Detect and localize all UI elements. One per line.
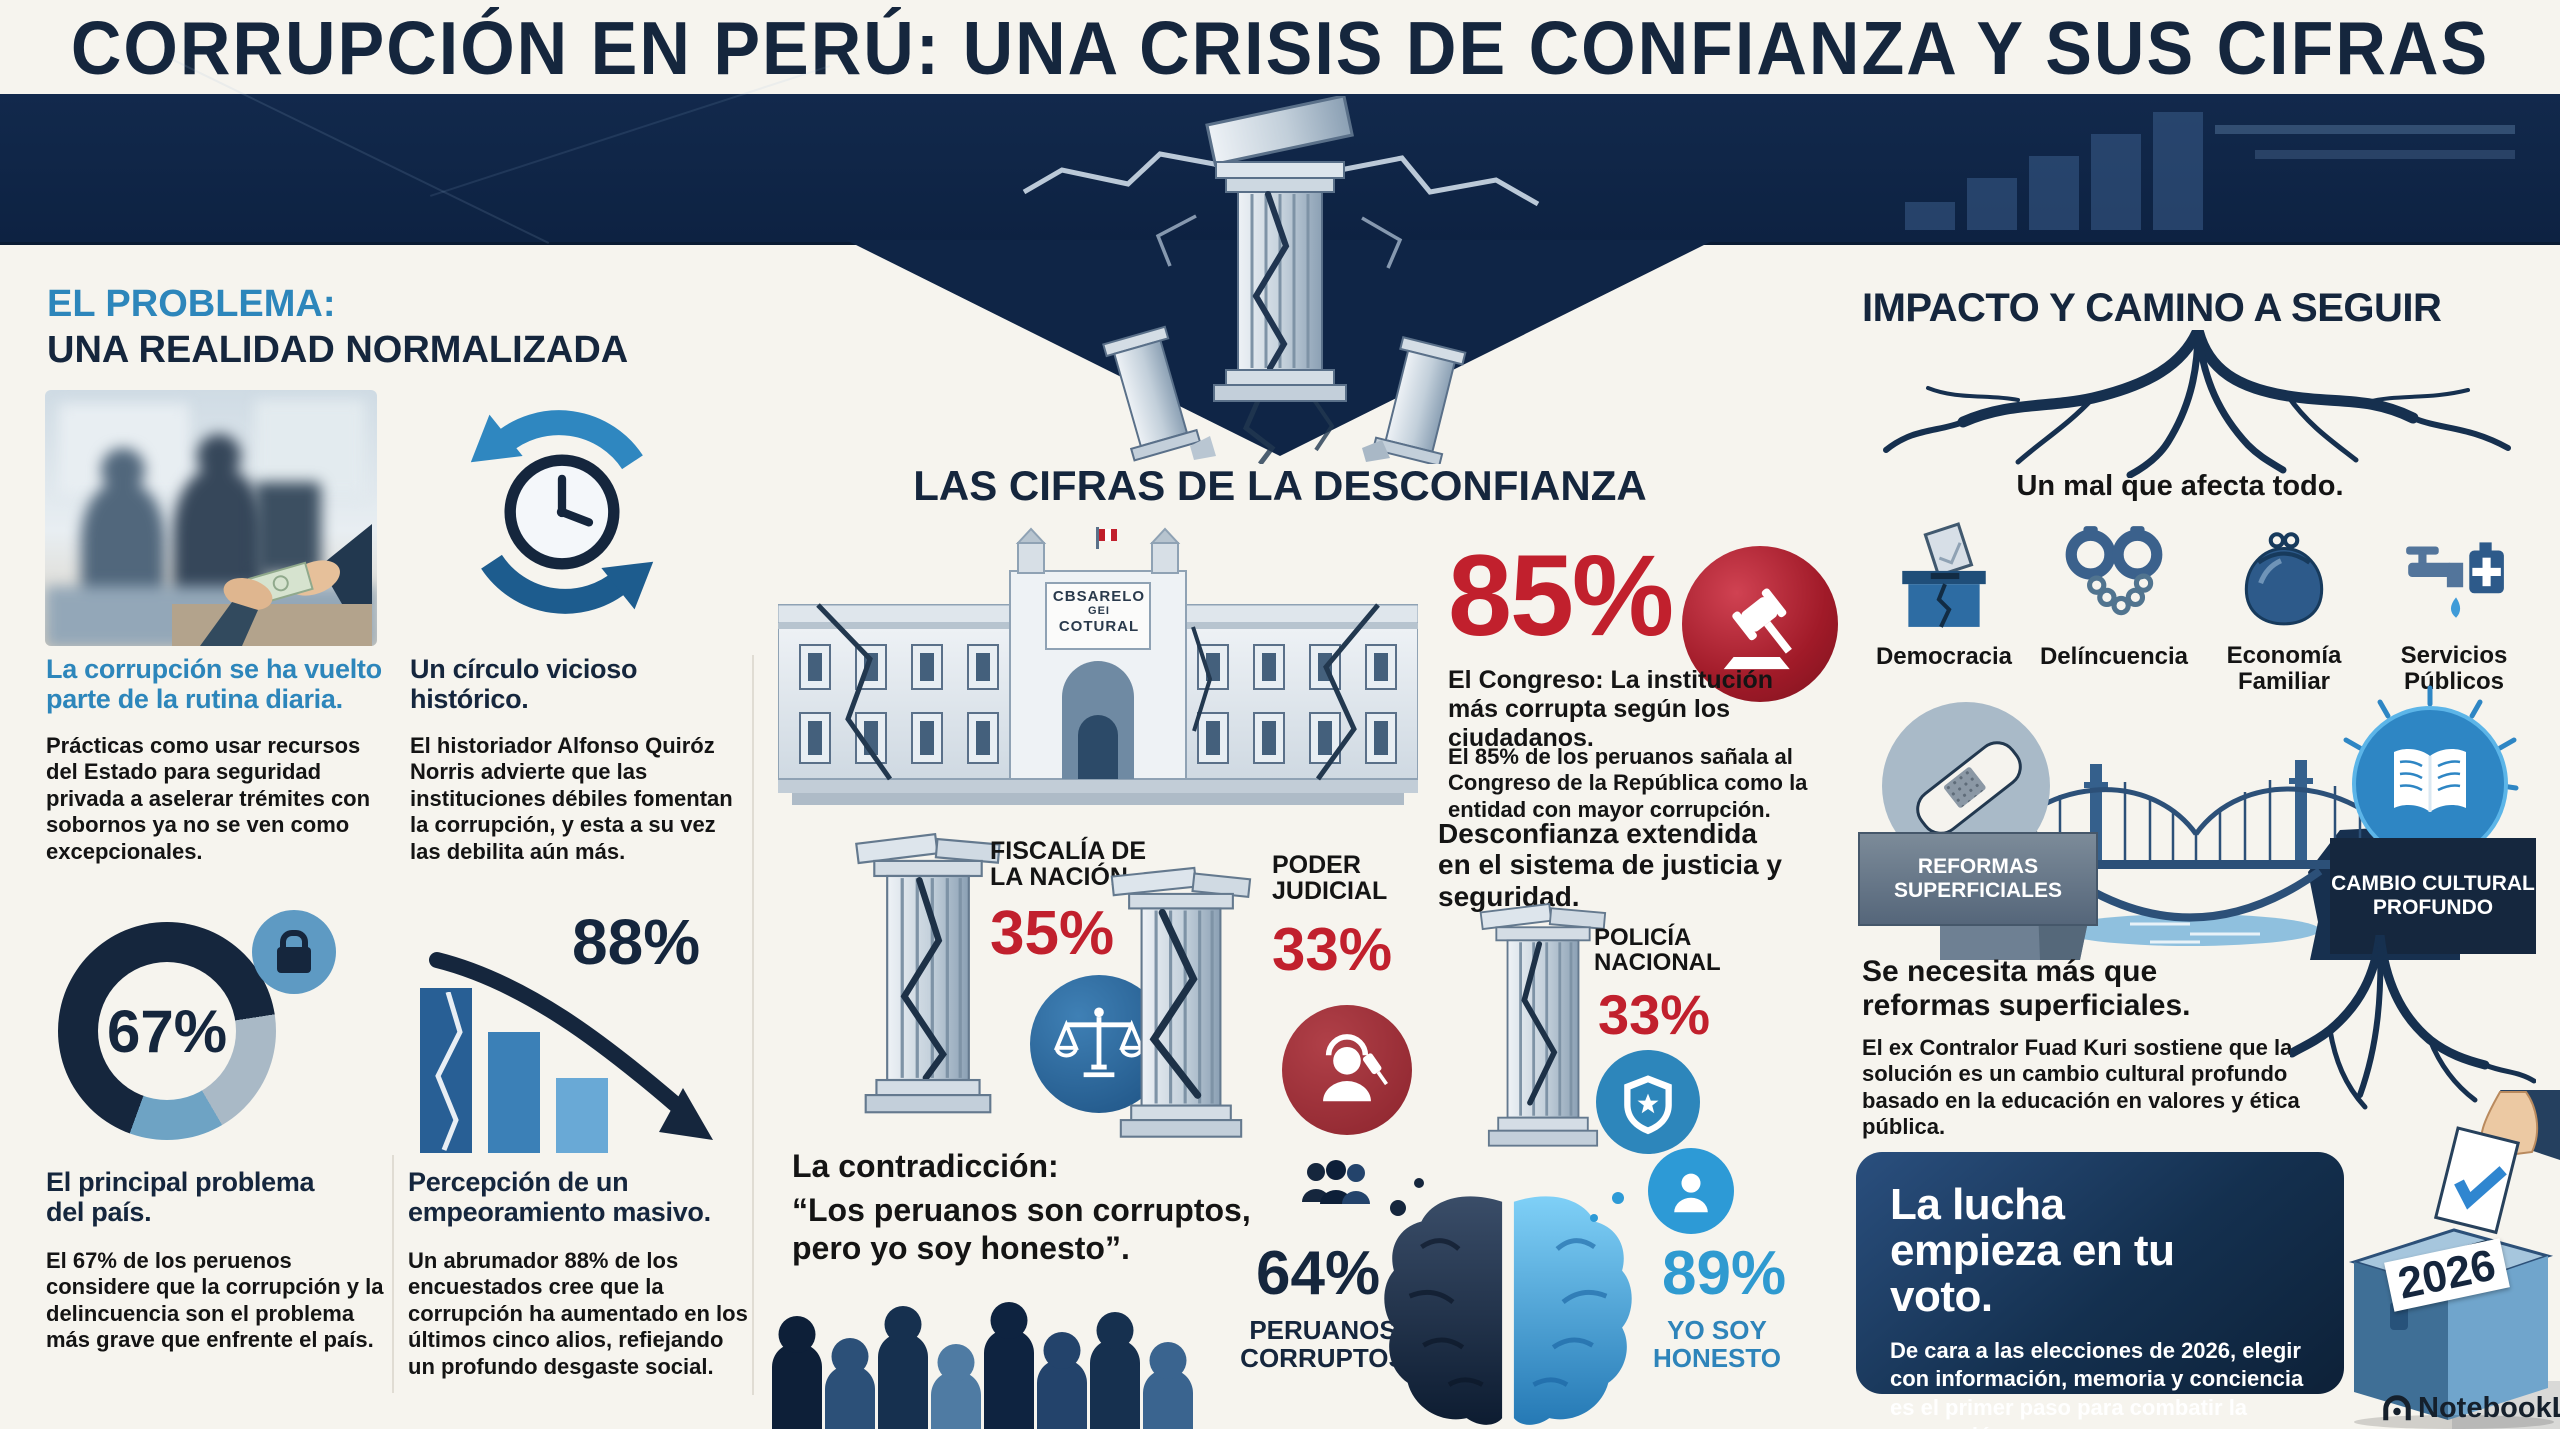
main-problem-body: El 67% de los peruenos considere que la … [46,1248,384,1353]
dark-group-icon [1302,1160,1370,1204]
routine-body: Prácticas como usar recursos del Estado … [46,733,371,864]
institution-value-policia: 33% [1598,983,1711,1046]
bar-1 [420,988,472,1153]
cracked-column-illustration [855,833,1001,1114]
page-title: CORRUPCIÓN EN PERÚ: UNA CRISIS DE CONFIA… [0,5,2560,91]
left-section-heading-line2: UNA REALIDAD NORMALIZADA [47,329,629,371]
hand-money-icon [172,524,372,646]
purse-icon [2244,532,2324,626]
affects-heading: Un mal que afecta todo. [2016,470,2344,502]
cycle-clock-icon [470,410,654,614]
donut-value: 67% [106,997,228,1065]
impact-cell-democracia: Democracia [1858,520,2030,671]
congress-value: 85% [1448,532,1674,660]
thought-dot [1390,1200,1406,1216]
police-badge-icon [1596,1050,1700,1154]
institution-value-poder: 33% [1272,916,1393,983]
faucet-health-icon [2406,542,2504,618]
cracked-column-illustration [1110,866,1252,1138]
divider [392,1155,394,1393]
contradiction-heading: La contradicción: [792,1148,1059,1184]
book-icon [2343,685,2519,862]
congress-body: El 85% de los peruanos sañala al Congres… [1448,744,1808,822]
thought-dot [1414,1178,1424,1188]
page-title-text: CORRUPCIÓN EN PERÚ: UNA CRISIS DE CONFIA… [70,5,2490,91]
impact-cell-delincuencia: Delíncuencia [2028,520,2200,671]
ballot-box-icon [1902,522,1986,628]
congress-heading: El Congreso: La institución más corrupta… [1448,666,1774,752]
gavel-icon [1682,546,1838,702]
building-sign: CBSARELO GEI COTURAL [1048,588,1150,635]
downward-arrow-icon [429,952,713,1140]
corrupt-label: PERUANOS CORRUPTOS [1240,1315,1406,1374]
reforms-band-label: REFORMAS SUPERFICIALES [1858,832,2098,926]
split-brain-illustration [1384,1196,1632,1425]
institution-label-fiscalia: FISCALÍA DE LA NACIÓN [990,837,1147,892]
impact-label: Democracia [1875,643,2013,670]
monitor-shape [255,482,321,574]
roots-illustration [2290,935,2536,1110]
right-section-heading: IMPACTO Y CAMINO A SEGUIR [1862,286,2442,330]
reforms-body: El ex Contralor Fuad Kuri sostiene que l… [1862,1035,2300,1140]
honest-label: YO SOY HONESTO [1652,1315,1782,1374]
building-sign-line3: COTURAL [1058,617,1140,635]
center-section-heading: LAS CIFRAS DE LA DESCONFIANZA [913,462,1647,509]
judge-icon [1282,1005,1412,1135]
donut-chart-67: 67% [58,922,276,1140]
institution-value-fiscalia: 35% [990,899,1115,968]
impact-cell-economia: Economía Familiar [2198,520,2370,696]
brand-name: NotebookLM [2418,1392,2560,1424]
decorative-strip [2215,125,2515,134]
cta-panel: La lucha empieza en tu voto. De cara a l… [1856,1152,2344,1429]
building-sign-line1: CBSARELO [1052,588,1146,605]
institution-label-policia: POLICÍA NACIONAL [1594,924,1721,977]
congress-building-illustration [778,527,1418,805]
impact-label: Economía Familiar [2226,642,2342,696]
brand-row: NotebookLM [2382,1392,2560,1425]
routine-heading: La corrupción se ha vuelto parte de la r… [46,654,382,714]
window-shape [255,400,365,495]
worsening-value: 88% [572,906,701,978]
cycle-heading: Un círculo vicioso histórico. [410,654,638,714]
cracked-column-illustration [1479,903,1607,1147]
bribery-scene-illustration [45,390,377,646]
thought-dot [1590,1214,1598,1222]
thought-dot [1612,1192,1624,1204]
ballot-box-illustration [2348,1090,2560,1429]
reforms-heading: Se necesita más que reformas superficial… [1862,955,2191,1022]
impact-label: Servicios Públicos [2400,642,2508,696]
worsening-body: Un abrumador 88% de los encuestados cree… [408,1248,748,1379]
cta-heading: La lucha empieza en tu voto. [1890,1180,2175,1322]
decorative-bar-chart [1905,112,2203,230]
impact-label: Delíncuencia [2039,643,2189,670]
corrupt-value: 64% [1256,1239,1381,1308]
bar-2 [488,1032,540,1153]
contradiction-quote: “Los peruanos son corruptos, pero yo soy… [792,1192,1251,1266]
cycle-body: El historiador Alfonso Quiróz Norris adv… [410,733,733,864]
roots-illustration [1883,330,2511,478]
divider [752,655,754,1395]
honest-person-icon [1648,1148,1734,1234]
worsening-heading: Percepción de un empeoramiento masivo. [408,1167,711,1227]
crowd-illustration [772,1302,1218,1429]
justice-heading: Desconfianza extendida en el sistema de … [1438,818,1782,912]
left-section-heading-line1: EL PROBLEMA: [47,283,336,325]
decorative-strip [2255,150,2515,159]
impact-cell-servicios: Servicios Públicos [2368,520,2540,696]
handcuffs-icon [2065,526,2163,616]
honest-value: 89% [1662,1239,1787,1308]
padlock-icon [252,910,336,994]
building-sign-line2: GEI [1088,605,1110,618]
bar-3 [556,1078,608,1153]
notebooklm-logo-icon [2383,1394,2411,1420]
bar-crack [435,992,463,1151]
institution-label-poder: PODER JUDICIAL [1272,851,1388,906]
cambio-band-label: CAMBIO CULTURAL PROFUNDO [2330,838,2536,954]
broken-pillar-illustration [1022,96,1540,464]
cta-body: De cara a las elecciones de 2026, elegir… [1890,1337,2304,1429]
main-problem-heading: El principal problema del país. [46,1167,315,1227]
